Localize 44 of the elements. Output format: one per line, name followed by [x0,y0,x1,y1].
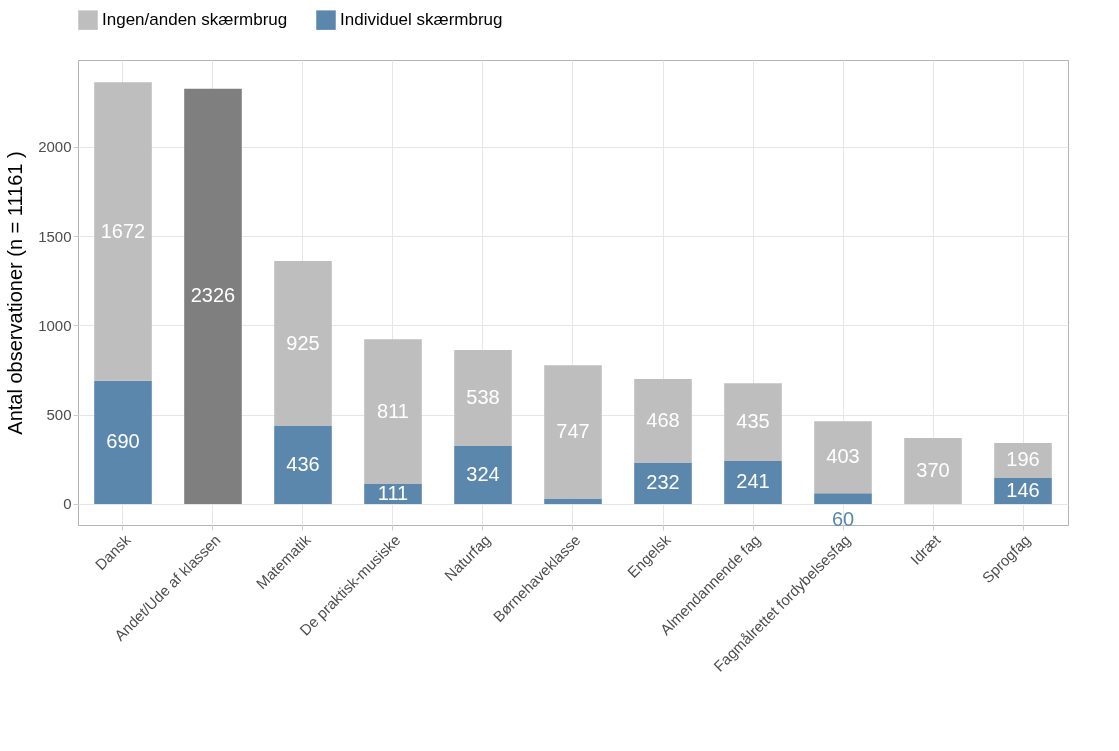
bar [544,365,602,499]
data-label: 232 [646,471,680,494]
bar [274,426,332,504]
y-tick-label: 500 [46,406,72,424]
legend-label: Individuel skærmbrug [340,10,503,30]
data-label: 370 [916,458,950,481]
data-label: 403 [826,445,860,468]
data-label: 146 [1006,478,1040,501]
y-tick-label: 1000 [38,316,72,334]
bar [94,380,152,504]
data-label: 747 [556,419,590,442]
bar [904,437,962,504]
data-label: 60 [831,507,855,530]
data-label: 241 [736,470,770,493]
bar [454,446,512,504]
bar [634,462,692,504]
data-label: 811 [377,399,409,422]
y-axis-title: Antal observationer (n = 11161 ) [4,151,27,435]
bar [454,350,512,447]
y-tick-label: 2000 [38,138,72,156]
bar [814,493,872,504]
data-label: 196 [1006,448,1040,471]
bar [544,498,602,504]
data-label: 468 [646,408,680,431]
data-label: 324 [466,463,500,486]
data-label: 111 [377,482,409,505]
data-label: 2326 [190,284,236,307]
bar [94,82,152,381]
bar [184,88,242,504]
y-tick-label: 0 [63,495,72,513]
legend-label: Ingen/anden skærmbrug [102,10,288,30]
bar [274,260,332,427]
data-label: 435 [736,410,770,433]
bar [634,378,692,463]
data-label: 538 [466,386,500,409]
bar [814,421,872,494]
data-label: 1672 [100,219,146,242]
data-label: 925 [286,331,320,354]
bar [724,383,782,461]
data-label: 690 [106,430,140,453]
data-label: 436 [286,453,320,476]
bar [364,339,422,485]
y-tick-label: 1500 [38,227,72,245]
bar [724,460,782,504]
